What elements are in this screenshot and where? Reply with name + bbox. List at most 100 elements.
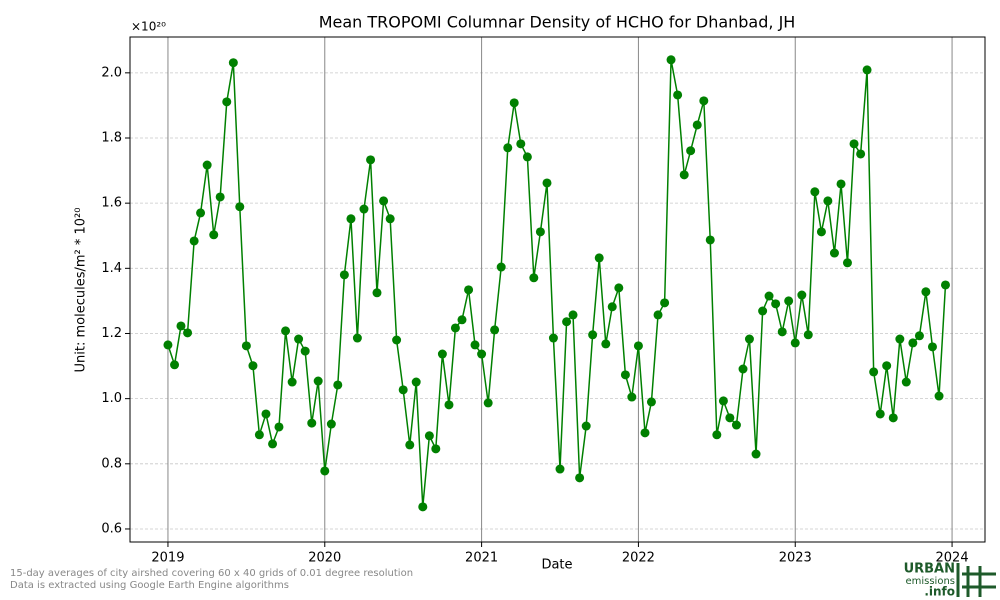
data-point [228,58,238,68]
data-point [581,421,591,431]
data-point [287,377,297,387]
data-point [940,280,950,290]
data-point [627,392,637,402]
data-point [646,397,656,407]
data-point [359,204,369,214]
data-point [875,409,885,419]
data-point [268,439,278,449]
x-tick-label: 2024 [936,551,969,566]
data-point [254,430,264,440]
data-point [444,400,454,410]
data-point [339,270,349,280]
data-point [575,473,585,483]
data-point [725,413,735,423]
data-point [509,98,519,108]
data-point [202,160,212,170]
data-point [803,330,813,340]
data-point [326,419,336,429]
data-point [562,317,572,327]
data-point [588,330,598,340]
data-point [836,179,846,189]
y-offset-label: ×10²⁰ [131,20,166,34]
data-point [640,428,650,438]
data-point [731,420,741,430]
chart-title: Mean TROPOMI Columnar Density of HCHO fo… [319,13,796,32]
data-point [392,335,402,345]
data-point [842,258,852,268]
data-point [405,440,415,450]
data-point [189,236,199,246]
data-point [705,235,715,245]
data-point [274,422,284,432]
y-tick-label: 1.8 [101,131,122,146]
data-point [914,331,924,341]
data-point [927,342,937,352]
data-point [568,310,578,320]
data-point [555,464,565,474]
x-tick-label: 2022 [622,551,655,566]
logo-text: URBAN [904,562,955,577]
data-point [424,431,434,441]
data-point [921,287,931,297]
data-point [477,349,487,359]
data-point [548,333,558,343]
data-point [196,208,206,218]
data-point [869,367,879,377]
data-point [699,96,709,106]
logo-text: .info [924,585,955,599]
data-point [829,248,839,258]
data-point [398,385,408,395]
x-tick-label: 2020 [308,551,341,566]
data-point [594,253,604,263]
data-point [450,323,460,333]
x-tick-label: 2021 [465,551,498,566]
footnote: 15-day averages of city airshed covering… [10,568,413,579]
data-point [901,377,911,387]
y-tick-label: 1.0 [101,391,122,406]
data-point [895,334,905,344]
data-point [307,418,317,428]
data-point [751,449,761,459]
data-point [281,326,291,336]
data-point [601,339,611,349]
data-point [209,230,219,240]
data-point [790,338,800,348]
data-point [235,202,245,212]
data-point [496,262,506,272]
data-point [738,364,748,374]
data-point [666,55,676,65]
data-point [633,341,643,351]
data-point [653,310,663,320]
data-point [660,298,670,308]
data-point [418,502,428,512]
data-point [241,341,251,351]
data-point [366,155,376,165]
data-point [313,376,323,386]
data-point [352,333,362,343]
data-point [346,214,356,224]
data-point [679,170,689,180]
data-point [470,340,480,350]
data-point [503,143,513,153]
data-point [385,214,395,224]
data-point [784,296,794,306]
data-point [908,338,918,348]
data-point [614,283,624,293]
data-point [607,302,617,312]
data-point [437,349,447,359]
data-point [176,321,186,331]
logo-text: emissions [905,576,955,587]
data-point [862,65,872,75]
data-point [464,285,474,295]
logo-icon [956,563,996,597]
data-point [222,97,232,107]
data-point [248,361,258,371]
data-point [379,196,389,206]
data-point [215,192,225,202]
data-point [823,196,833,206]
data-point [163,340,173,350]
data-point [620,370,630,380]
y-axis-label: Unit: molecules/m² * 10²⁰ [74,208,89,373]
data-point [490,325,500,335]
